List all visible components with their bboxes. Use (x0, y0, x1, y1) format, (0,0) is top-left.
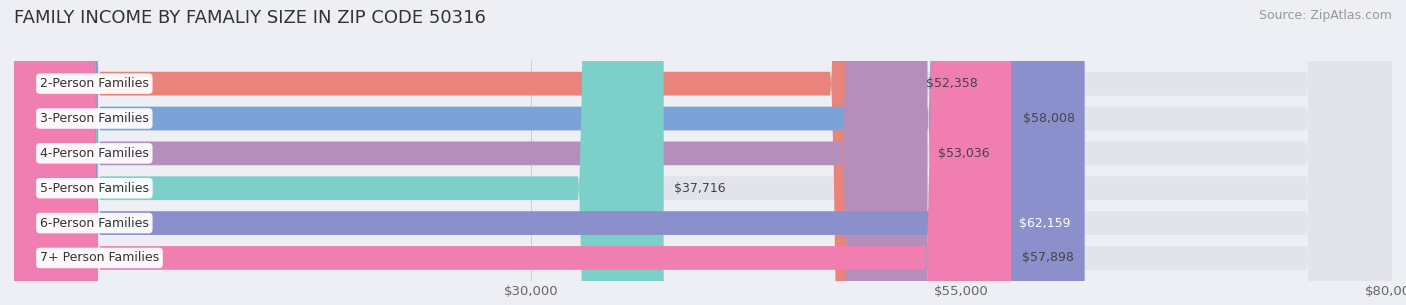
Text: $62,159: $62,159 (1019, 217, 1071, 230)
FancyBboxPatch shape (14, 0, 1014, 305)
Text: $57,898: $57,898 (1022, 251, 1073, 264)
Text: Source: ZipAtlas.com: Source: ZipAtlas.com (1258, 9, 1392, 22)
Text: 3-Person Families: 3-Person Families (39, 112, 149, 125)
Text: 5-Person Families: 5-Person Families (39, 182, 149, 195)
Text: 4-Person Families: 4-Person Families (39, 147, 149, 160)
FancyBboxPatch shape (14, 0, 1084, 305)
FancyBboxPatch shape (14, 0, 1392, 305)
Text: 7+ Person Families: 7+ Person Families (39, 251, 159, 264)
Text: $58,008: $58,008 (1024, 112, 1076, 125)
Text: 6-Person Families: 6-Person Families (39, 217, 149, 230)
FancyBboxPatch shape (14, 0, 928, 305)
FancyBboxPatch shape (14, 0, 664, 305)
FancyBboxPatch shape (14, 0, 1392, 305)
FancyBboxPatch shape (14, 0, 1392, 305)
FancyBboxPatch shape (14, 0, 915, 305)
Text: $52,358: $52,358 (927, 77, 979, 90)
FancyBboxPatch shape (14, 0, 1392, 305)
Text: FAMILY INCOME BY FAMALIY SIZE IN ZIP CODE 50316: FAMILY INCOME BY FAMALIY SIZE IN ZIP COD… (14, 9, 486, 27)
Text: $37,716: $37,716 (673, 182, 725, 195)
FancyBboxPatch shape (14, 0, 1392, 305)
FancyBboxPatch shape (14, 0, 1011, 305)
Text: 2-Person Families: 2-Person Families (39, 77, 149, 90)
Text: $53,036: $53,036 (938, 147, 990, 160)
FancyBboxPatch shape (14, 0, 1392, 305)
